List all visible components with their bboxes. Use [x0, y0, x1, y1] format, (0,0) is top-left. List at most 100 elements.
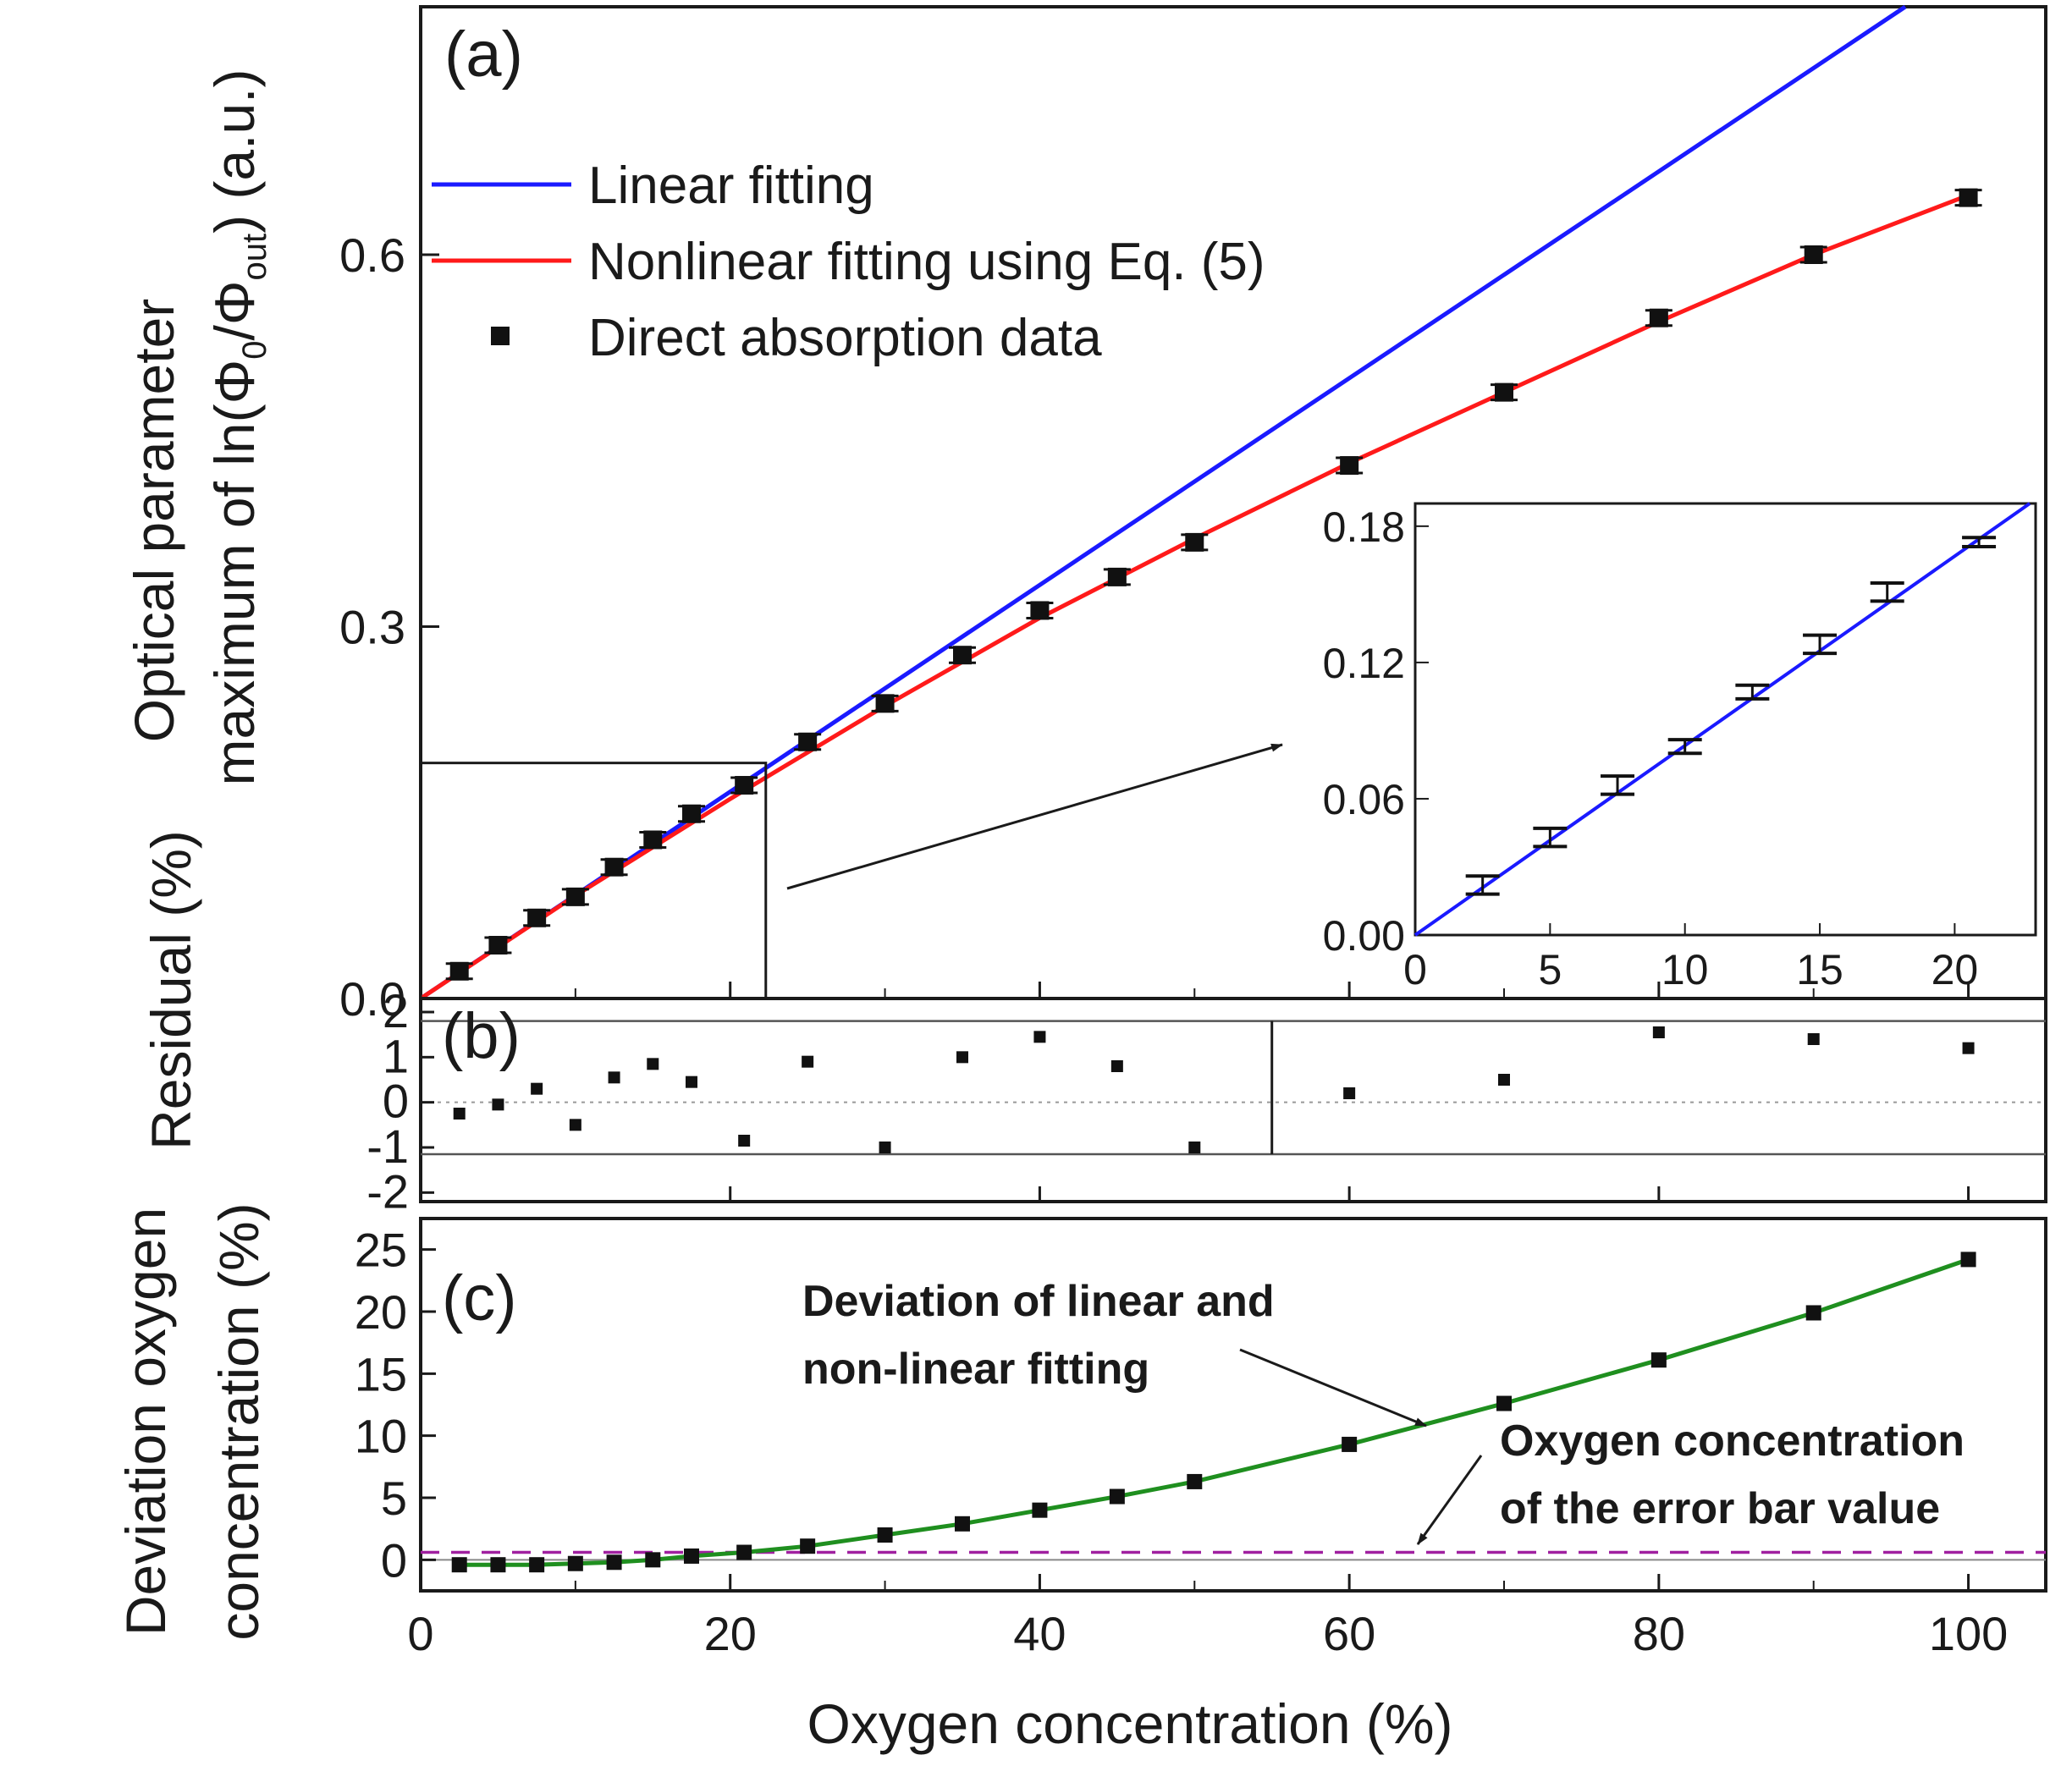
residual-point — [1110, 1060, 1123, 1072]
annotation-errorbar-arrow — [1416, 1455, 1483, 1545]
deviation-point — [567, 1555, 583, 1571]
absorption-data-point — [798, 732, 818, 751]
absorption-data-point — [953, 646, 972, 665]
legend-nonlinear-label: Nonlinear fitting using Eq. (5) — [588, 233, 1265, 291]
zoom-arrow — [786, 743, 1283, 890]
panel-c-ytick-label: 10 — [355, 1410, 407, 1463]
ylabel2-part1: maximum of ln(Φ — [203, 360, 266, 786]
deviation-point — [490, 1557, 506, 1573]
panel-c-xtick-label: 20 — [704, 1607, 757, 1660]
panel-c-ylabel-line2: concentration (%) — [207, 1202, 270, 1640]
deviation-point — [684, 1548, 699, 1564]
absorption-data-point — [1649, 308, 1668, 327]
residual-point — [1962, 1042, 1975, 1054]
deviation-point — [1109, 1488, 1125, 1505]
deviation-point — [1187, 1473, 1203, 1489]
residual-point — [738, 1135, 751, 1147]
residual-point — [1033, 1031, 1046, 1043]
panel-b-ytick-label: 2 — [383, 984, 409, 1037]
absorption-data-point — [875, 694, 895, 713]
absorption-data-point — [643, 830, 663, 850]
inset-yticks: 0.00 0.06 0.12 0.18 — [1323, 503, 1429, 960]
inset-xtick-label: 15 — [1796, 946, 1843, 993]
absorption-data-point — [1030, 601, 1050, 620]
inset-xtick-label: 0 — [1403, 946, 1427, 993]
panel-c-xtick-label: 80 — [1633, 1607, 1685, 1660]
absorption-data-point — [527, 908, 547, 927]
panel-a-ytick-label: 0.6 — [339, 228, 405, 282]
panel-a-ytick-label: 0.0 — [339, 972, 405, 1026]
annotation-errorbar: Oxygen concentration of the error bar va… — [1416, 1417, 1965, 1545]
panel-b-ylabel: Residual (%) — [140, 830, 202, 1150]
panel-c-ylabel: Deviation oxygen — [114, 1208, 177, 1636]
absorption-data-point — [565, 887, 585, 906]
annotation-fit: Deviation of linear and non-linear fitti… — [802, 1277, 1427, 1428]
ylabel2-part3: ) (a.u.) — [203, 69, 266, 234]
deviation-point — [736, 1544, 752, 1560]
panel-c-ytick-label: 20 — [355, 1285, 407, 1339]
deviation-point — [1496, 1395, 1512, 1411]
residual-point — [531, 1082, 543, 1095]
deviation-points — [451, 1252, 1976, 1573]
deviation-point — [1650, 1352, 1667, 1368]
annotation-errorbar-line1: Oxygen concentration — [1500, 1417, 1965, 1466]
inset-xtick-label: 20 — [1931, 946, 1979, 993]
panel-c-yticks: 0 5 10 15 20 25 — [355, 1224, 436, 1587]
residual-point — [492, 1098, 504, 1111]
ylabel2-sub0: 0 — [236, 340, 273, 359]
absorption-data-point — [488, 936, 508, 955]
residual-point — [1188, 1142, 1201, 1153]
inset-ytick-label: 0.18 — [1323, 503, 1405, 551]
inset-xtick-label: 10 — [1661, 946, 1709, 993]
absorption-data-points — [445, 188, 1982, 981]
panel-a-yticks: 0.0 0.3 0.6 — [339, 228, 439, 1026]
deviation-point — [800, 1538, 816, 1554]
panel-c-ytick-label: 15 — [355, 1347, 407, 1400]
panel-b-reference-lines — [421, 1020, 2046, 1156]
absorption-data-point — [1340, 456, 1359, 476]
residual-points — [453, 1026, 1975, 1153]
deviation-point — [529, 1557, 545, 1573]
residual-point — [647, 1058, 659, 1070]
panel-a: 0.0 0.3 0.6 (a) Linear fitting Nonlinear f… — [123, 4, 2047, 1026]
deviation-point — [645, 1552, 661, 1568]
residual-point — [569, 1119, 581, 1131]
panel-c-label: (c) — [442, 1263, 517, 1334]
residual-point — [879, 1142, 891, 1153]
absorption-data-point — [735, 776, 754, 795]
deviation-point — [1960, 1252, 1976, 1268]
residual-point — [686, 1076, 697, 1088]
panel-a-ylabel-line2: maximum of ln(Φ0/Φout) (a.u.) — [203, 69, 273, 786]
panel-c-xtick-label: 40 — [1013, 1607, 1066, 1660]
residual-point — [802, 1055, 814, 1068]
absorption-data-point — [682, 804, 701, 823]
absorption-data-point — [1185, 532, 1204, 552]
panel-c-xticks: 0 20 40 60 80 100 — [407, 1574, 2008, 1660]
panel-c-ytick-label: 5 — [381, 1472, 407, 1525]
absorption-data-point — [449, 961, 469, 981]
panel-c-frame — [419, 1217, 2047, 1593]
panel-a-label: (a) — [444, 19, 523, 91]
residual-point — [1498, 1074, 1510, 1086]
panel-a-ylabel: Optical parameter — [123, 299, 185, 743]
panel-b-frame — [419, 997, 2047, 1203]
inset-ytick-label: 0.12 — [1323, 640, 1405, 687]
panel-c: 0 5 10 15 20 25 0 20 40 60 80 100 (c) Deviation of… — [114, 1202, 2047, 1755]
deviation-point — [955, 1516, 970, 1532]
residual-point — [453, 1108, 466, 1120]
panel-b-ytick-label: -1 — [366, 1120, 409, 1173]
deviation-point — [1805, 1305, 1821, 1321]
deviation-point — [1032, 1502, 1048, 1518]
residual-point — [1807, 1033, 1820, 1045]
ylabel2-part2: /Φ — [203, 280, 266, 340]
panel-c-xtick-label: 100 — [1929, 1607, 2008, 1660]
panel-c-ytick-label: 0 — [381, 1533, 407, 1587]
inset-xticks: 0 5 10 15 20 — [1403, 923, 1978, 993]
absorption-data-point — [1495, 382, 1513, 402]
legend: Linear fitting Nonlinear fitting using E… — [432, 157, 1265, 367]
panel-a-ytick-label: 0.3 — [339, 601, 405, 654]
panel-b-ytick-label: 1 — [383, 1029, 409, 1082]
